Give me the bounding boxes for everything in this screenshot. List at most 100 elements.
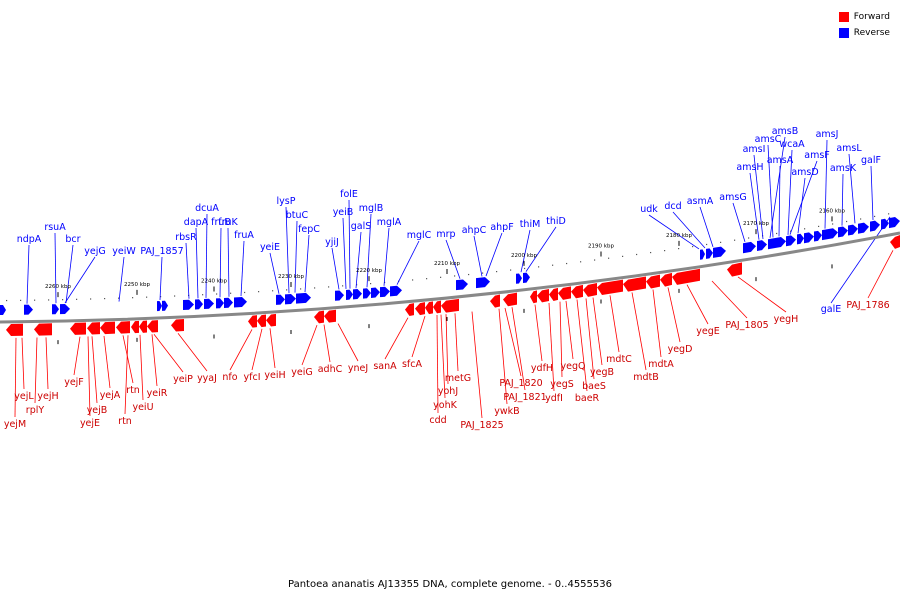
forward-leader-line — [667, 287, 681, 343]
reverse-leader-line — [485, 232, 503, 277]
forward-leader-line — [153, 334, 184, 373]
reverse-gene-arrow — [797, 233, 804, 245]
reverse-gene-label: yeiW — [112, 246, 136, 257]
forward-gene-label: yeiP — [173, 374, 193, 385]
scale-label: 2190 kbp — [588, 244, 614, 250]
forward-leader-line — [534, 304, 543, 362]
scale-dot — [216, 293, 218, 295]
scale-dot — [34, 299, 36, 301]
forward-gene-label: sfcA — [402, 359, 423, 370]
forward-leader-line — [440, 314, 446, 399]
forward-gene-arrow — [549, 287, 558, 301]
scale-dot — [636, 253, 638, 256]
scale-dot — [804, 228, 806, 230]
forward-gene-label: PAJ_1820 — [499, 378, 542, 389]
forward-gene-arrow — [6, 323, 23, 336]
reverse-gene-arrow — [804, 232, 814, 244]
reverse-gene-label: rsuA — [44, 222, 66, 233]
scale-dot — [300, 288, 302, 290]
scale-label: 2260 kbp — [45, 284, 71, 290]
scale-dot — [412, 279, 414, 281]
forward-gene-arrow — [727, 262, 742, 277]
forward-gene-arrow — [571, 284, 583, 299]
reverse-gene-arrow — [814, 230, 822, 242]
scale-dot — [370, 283, 372, 285]
reverse-gene-label: fruA — [234, 230, 254, 241]
reverse-leader-line — [841, 173, 844, 226]
forward-gene-label: yegD — [668, 344, 693, 355]
reverse-leader-line — [769, 136, 786, 238]
reverse-gene-arrow — [353, 289, 362, 300]
scale-dot — [62, 299, 64, 301]
forward-gene-arrow — [660, 272, 672, 287]
scale-dot — [286, 289, 288, 291]
reverse-leader-line — [227, 227, 230, 297]
reverse-leader-line — [185, 242, 190, 299]
forward-gene-arrow — [433, 300, 441, 314]
scale-dot — [440, 276, 442, 278]
reverse-gene-arrow — [380, 286, 390, 298]
forward-gene-label: ydfH — [531, 363, 553, 374]
scale-dot — [874, 215, 876, 218]
scale-dot — [496, 270, 498, 273]
reverse-gene-label: rbsR — [175, 232, 197, 243]
reverse-gene-label: amsH — [736, 162, 763, 173]
scale-dot — [468, 273, 470, 276]
scale-label: 2230 kbp — [278, 274, 304, 280]
forward-leader-line — [737, 276, 787, 313]
reverse-leader-line — [331, 247, 340, 290]
reverse-gene-label: amsK — [830, 163, 857, 174]
forward-leader-line — [511, 307, 526, 391]
forward-gene-arrow — [890, 235, 900, 249]
scale-dot — [426, 278, 428, 280]
reverse-gene-arrow — [743, 241, 756, 254]
reverse-gene-arrow — [822, 228, 838, 241]
scale-dot — [580, 261, 582, 263]
forward-gene-label: mdtB — [633, 372, 659, 383]
forward-gene-label: yeiR — [147, 388, 168, 399]
reverse-gene-label: amsI — [743, 144, 766, 155]
scale-dot — [622, 255, 624, 257]
reverse-gene-label: amsA — [767, 155, 794, 166]
reverse-gene-label: thiD — [546, 216, 566, 227]
forward-leader-line — [34, 337, 38, 404]
reverse-leader-line — [445, 239, 461, 279]
forward-gene-arrow — [266, 313, 276, 327]
reverse-gene-label: galE — [821, 304, 842, 315]
forward-gene-arrow — [147, 320, 158, 333]
reverse-gene-label: folE — [340, 189, 358, 200]
forward-gene-arrow — [100, 321, 115, 335]
legend: Forward Reverse — [838, 9, 890, 41]
forward-gene-arrow — [257, 314, 266, 328]
reverse-gene-label: fruK — [218, 217, 238, 228]
forward-gene-arrow — [623, 276, 646, 292]
forward-leader-line — [592, 297, 603, 366]
reverse-gene-arrow — [516, 273, 522, 284]
reverse-gene-arrow — [456, 279, 468, 291]
scale-dot — [202, 294, 204, 296]
reverse-leader-line — [525, 226, 557, 272]
scale-dot — [258, 291, 260, 293]
reverse-leader-line — [848, 153, 856, 224]
reverse-gene-label: amsL — [836, 143, 862, 154]
reverse-gene-label: yejG — [84, 246, 105, 257]
forward-gene-arrow — [646, 274, 660, 289]
reverse-gene-label: amsB — [772, 126, 799, 137]
reverse-gene-label: amsF — [804, 150, 830, 161]
reverse-leader-line — [294, 220, 298, 293]
forward-leader-line — [411, 316, 426, 358]
reverse-leader-line — [672, 211, 706, 249]
reverse-gene-arrow — [296, 292, 311, 304]
scale-label: 2240 kbp — [201, 279, 227, 285]
forward-gene-label: yejH — [37, 391, 58, 402]
forward-gene-arrow — [530, 290, 537, 304]
label-leaders — [14, 136, 894, 419]
forward-gene-arrow — [116, 321, 130, 334]
reverse-gene-label: PAJ_1857 — [140, 246, 183, 257]
forward-swatch — [838, 12, 849, 22]
reverse-gene-label: mglC — [407, 230, 432, 241]
forward-gene-label: PAJ_1825 — [460, 420, 503, 431]
reverse-leader-line — [285, 206, 290, 294]
scale-dot — [706, 243, 708, 246]
